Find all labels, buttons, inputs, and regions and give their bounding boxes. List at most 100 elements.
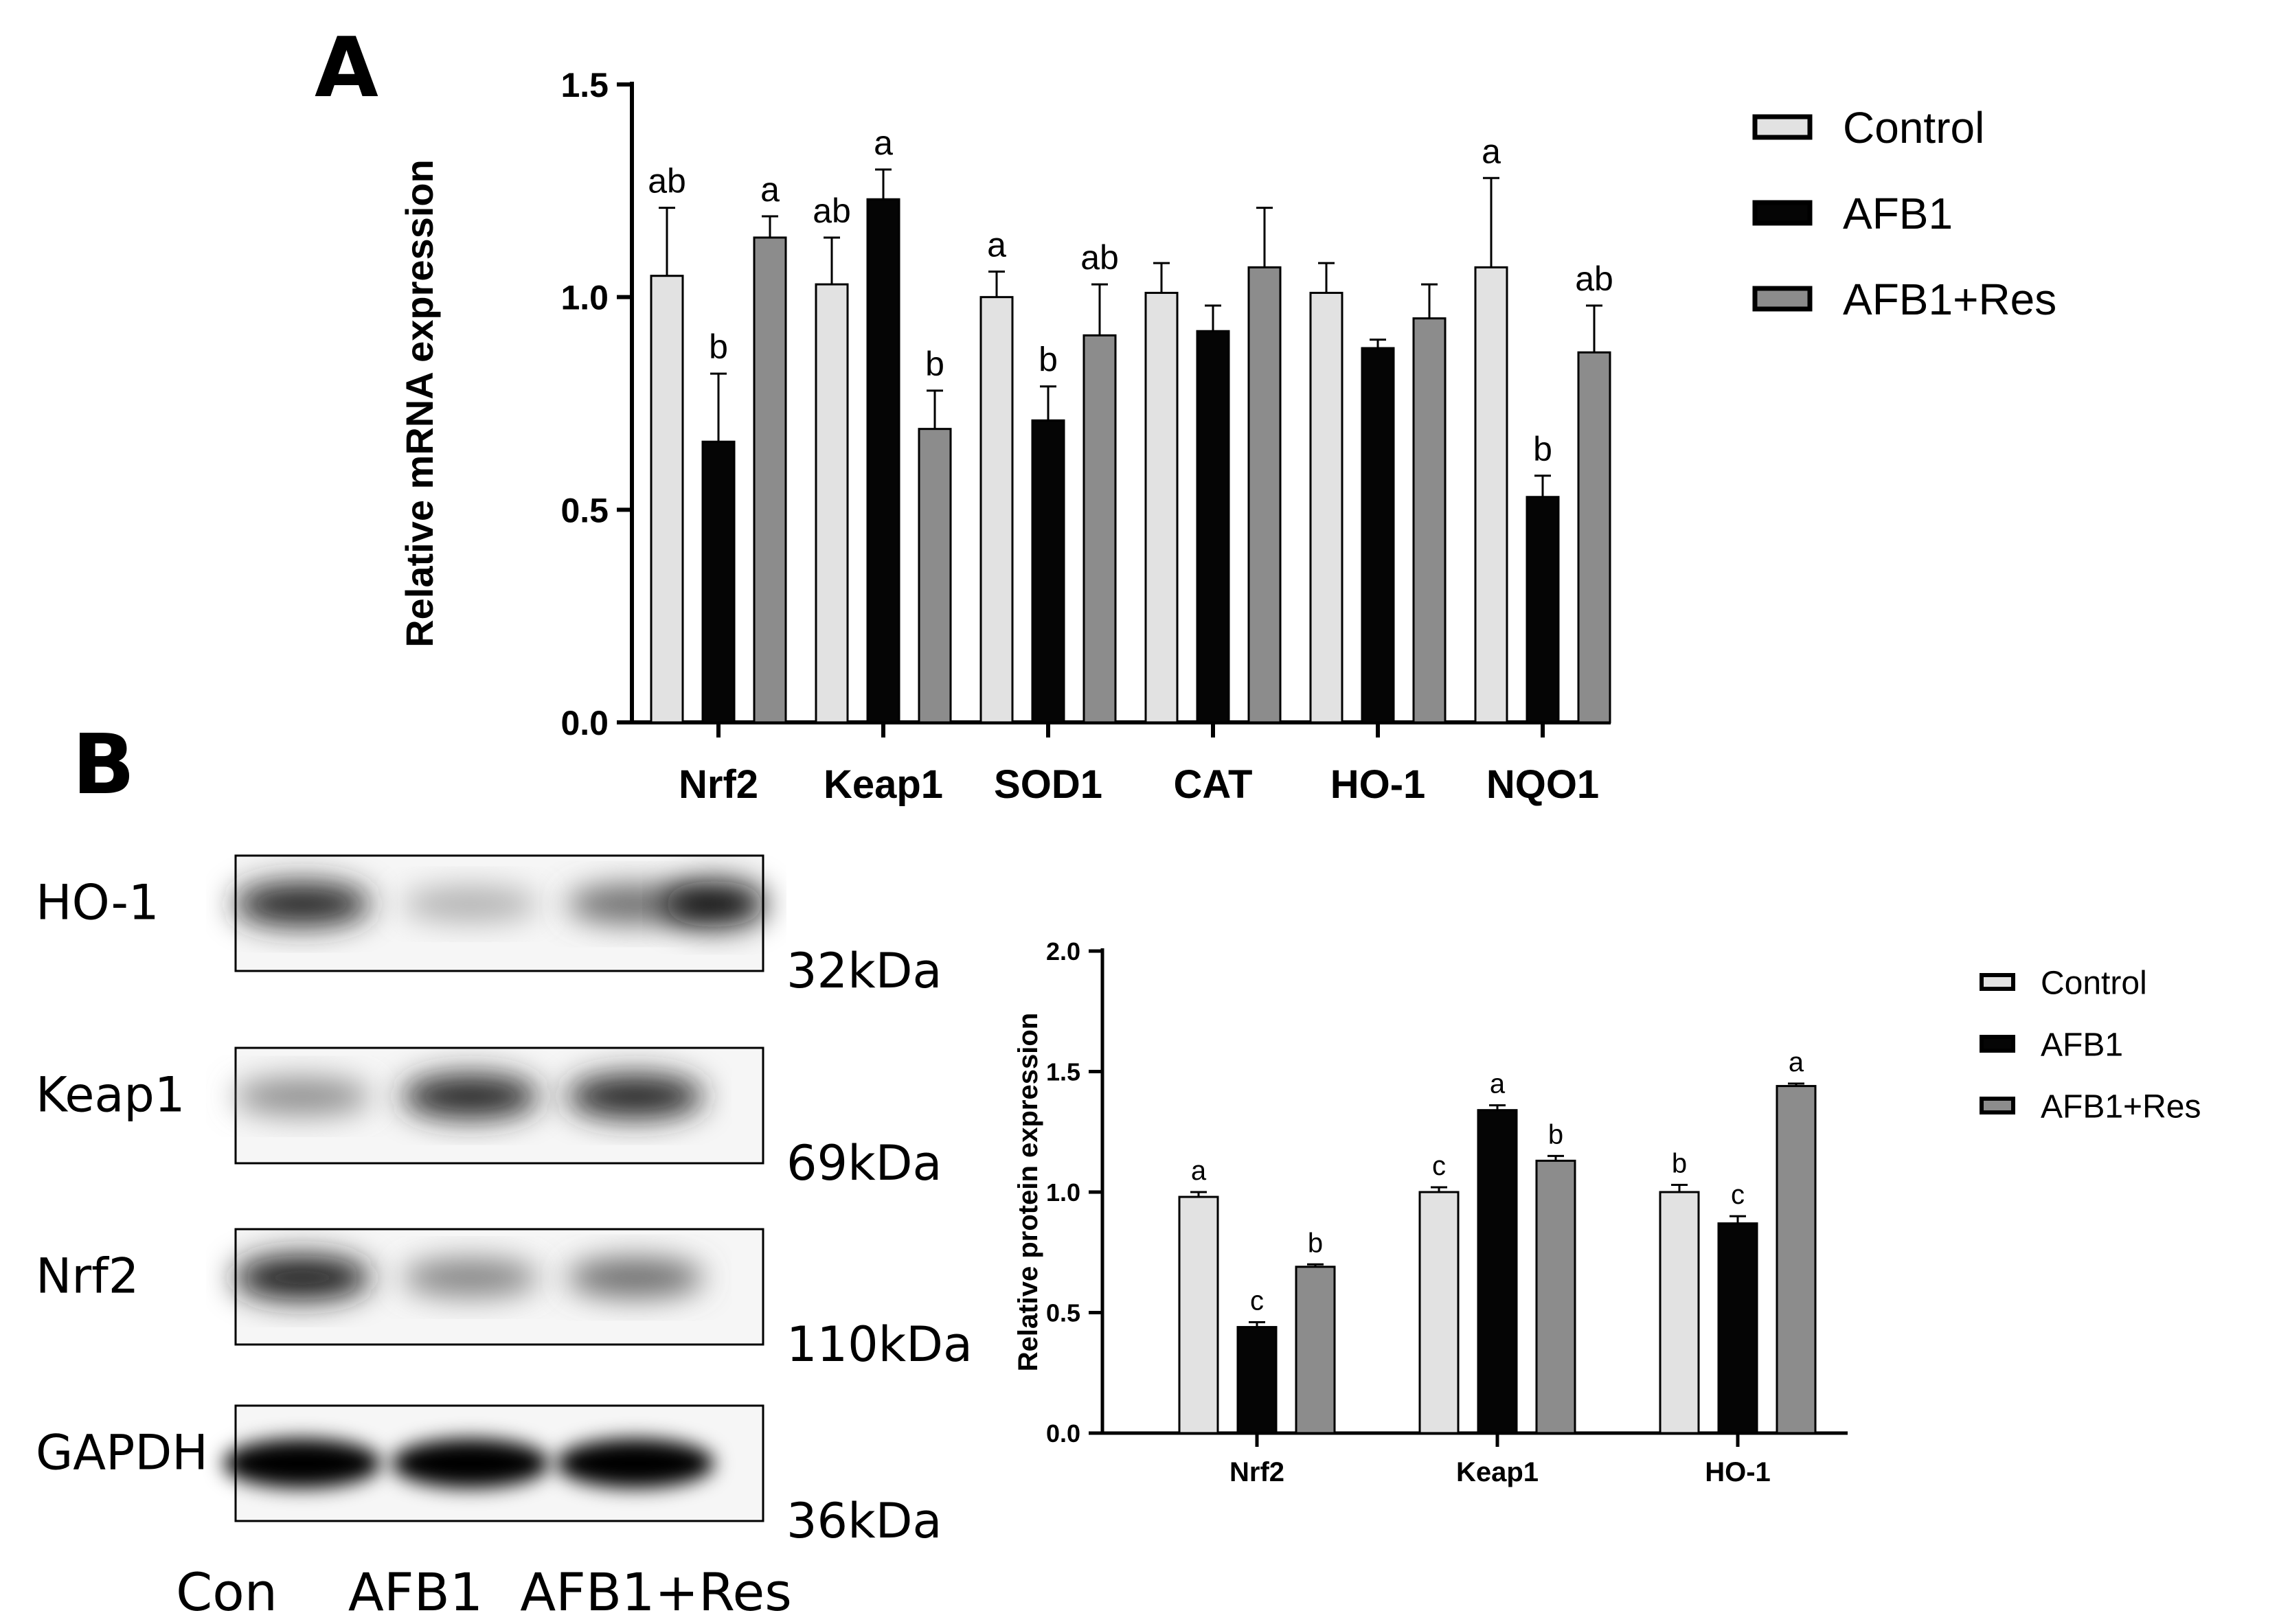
legend-swatch	[1752, 286, 1813, 312]
significance-letter: a	[987, 226, 1006, 264]
legend-label: AFB1	[1843, 189, 1953, 238]
y-axis-title: Relative mRNA expression	[398, 159, 441, 648]
blot-band	[223, 1439, 381, 1488]
blot-band	[402, 1074, 539, 1119]
blot-protein-label: Nrf2	[36, 1248, 139, 1304]
blot-band	[392, 1439, 549, 1488]
x-tick-label: NQO1	[1486, 762, 1599, 807]
blot-band	[234, 1077, 371, 1115]
significance-letter: b	[1308, 1228, 1323, 1258]
legend-label: AFB1+Res	[2041, 1088, 2201, 1125]
bar-control-nrf2	[650, 275, 684, 724]
blot-band	[556, 1439, 714, 1488]
bar-afb1-nqo1	[1526, 496, 1560, 724]
bar-control-ho-1	[1659, 1191, 1700, 1434]
bar-afb1-res-keap1	[918, 428, 952, 724]
legend-label: AFB1+Res	[1843, 275, 2056, 324]
significance-letter: b	[1533, 430, 1552, 468]
blot-size-label: 110kDa	[786, 1316, 973, 1373]
mrna-expression-chart: 0.0 0.5 1.0 1.5 Relative mRNA expression Nrf2…	[398, 66, 2056, 807]
blot-lane-label: AFB1+Res	[520, 1562, 792, 1623]
bar-afb1-res-sod1	[1082, 334, 1117, 724]
x-tick-label: SOD1	[994, 762, 1102, 807]
x-tick-label: Keap1	[824, 762, 943, 807]
bar-control-ho-1	[1309, 291, 1343, 724]
legend-label: Control	[2041, 965, 2147, 1001]
bar-afb1-ho-1	[1717, 1222, 1758, 1434]
bar-afb1-keap1	[866, 198, 900, 724]
significance-letter: b	[1548, 1119, 1563, 1150]
significance-letter: a	[1490, 1069, 1506, 1099]
bar-control-keap1	[1418, 1191, 1460, 1434]
blot-size-label: 69kDa	[786, 1135, 942, 1191]
blot-band	[234, 1255, 371, 1301]
significance-letter: ab	[1575, 260, 1613, 298]
panel-a-label: A	[315, 21, 378, 116]
bar-afb1-ho-1	[1361, 347, 1395, 724]
y-tick-label: 0.0	[560, 704, 609, 742]
bar-afb1-res-ho-1	[1776, 1085, 1817, 1434]
blot-protein-label: Keap1	[36, 1066, 185, 1123]
blot-size-label: 36kDa	[786, 1493, 942, 1549]
blot-band	[663, 881, 766, 927]
significance-letter: b	[925, 345, 944, 383]
significance-letter: c	[1250, 1286, 1264, 1316]
bar-afb1-res-nqo1	[1577, 351, 1611, 724]
x-tick-label: HO-1	[1330, 762, 1426, 807]
significance-letter: b	[1672, 1148, 1687, 1178]
significance-letter: a	[760, 170, 780, 209]
blot-lane-label: AFB1	[348, 1562, 483, 1623]
legend-label: Control	[1843, 103, 1984, 152]
x-tick-label: Nrf2	[679, 762, 758, 807]
blot-band	[234, 882, 371, 926]
y-tick-label: 1.5	[560, 66, 609, 104]
blot-lane-label: Con	[176, 1562, 277, 1623]
x-tick-label: CAT	[1174, 762, 1253, 807]
western-blot-panel: HO-1 32kDa Keap1 69kDa Nrf2 110kDa GAPDH 36kDa C…	[36, 854, 973, 1623]
legend-swatch	[1980, 973, 2015, 991]
legend-swatch	[1752, 114, 1813, 140]
blot-band	[402, 1259, 539, 1296]
x-tick-label: HO-1	[1705, 1457, 1771, 1487]
blot-size-label: 32kDa	[786, 943, 942, 999]
bar-afb1-keap1	[1477, 1109, 1518, 1434]
y-tick-label: 1.0	[560, 279, 609, 317]
significance-letter: b	[709, 328, 728, 366]
bar-afb1-cat	[1196, 330, 1230, 724]
x-tick-label: Nrf2	[1229, 1457, 1284, 1487]
bar-control-nqo1	[1474, 266, 1508, 724]
blot-band	[567, 1257, 704, 1298]
significance-letter: a	[1191, 1156, 1207, 1186]
blot-band	[402, 887, 539, 922]
bar-afb1-res-nrf2	[753, 236, 787, 724]
bar-afb1-sod1	[1031, 419, 1065, 724]
y-tick-label: 0.5	[1046, 1299, 1080, 1327]
legend-swatch	[1980, 1097, 2015, 1114]
protein-expression-chart: 0.0 0.5 1.0 1.5 2.0 Relative protein expressi…	[1013, 937, 2201, 1487]
bar-control-cat	[1144, 291, 1179, 724]
blot-protein-label: HO-1	[36, 874, 159, 930]
bar-control-keap1	[815, 283, 849, 724]
y-tick-label: 0.5	[560, 491, 609, 529]
blot-protein-label: GAPDH	[36, 1424, 208, 1480]
legend-swatch	[1980, 1035, 2015, 1053]
bar-control-sod1	[979, 296, 1014, 724]
bar-afb1-nrf2	[1236, 1326, 1278, 1434]
significance-letter: c	[1432, 1151, 1446, 1181]
y-axis-title: Relative protein expression	[1013, 1013, 1043, 1371]
bar-afb1-nrf2	[701, 440, 736, 724]
significance-letter: c	[1731, 1180, 1745, 1210]
significance-letter: ab	[1080, 238, 1119, 277]
bar-control-nrf2	[1178, 1196, 1219, 1434]
bar-afb1-res-cat	[1247, 266, 1282, 724]
significance-letter: ab	[813, 192, 851, 230]
x-tick-label: Keap1	[1456, 1457, 1539, 1487]
legend-swatch	[1752, 200, 1813, 226]
bar-afb1-res-nrf2	[1295, 1266, 1336, 1434]
legend-label: AFB1	[2041, 1027, 2123, 1063]
panel-b-label: B	[72, 718, 135, 813]
y-tick-label: 1.5	[1046, 1057, 1080, 1086]
y-tick-label: 0.0	[1046, 1419, 1080, 1448]
significance-letter: a	[874, 124, 893, 162]
